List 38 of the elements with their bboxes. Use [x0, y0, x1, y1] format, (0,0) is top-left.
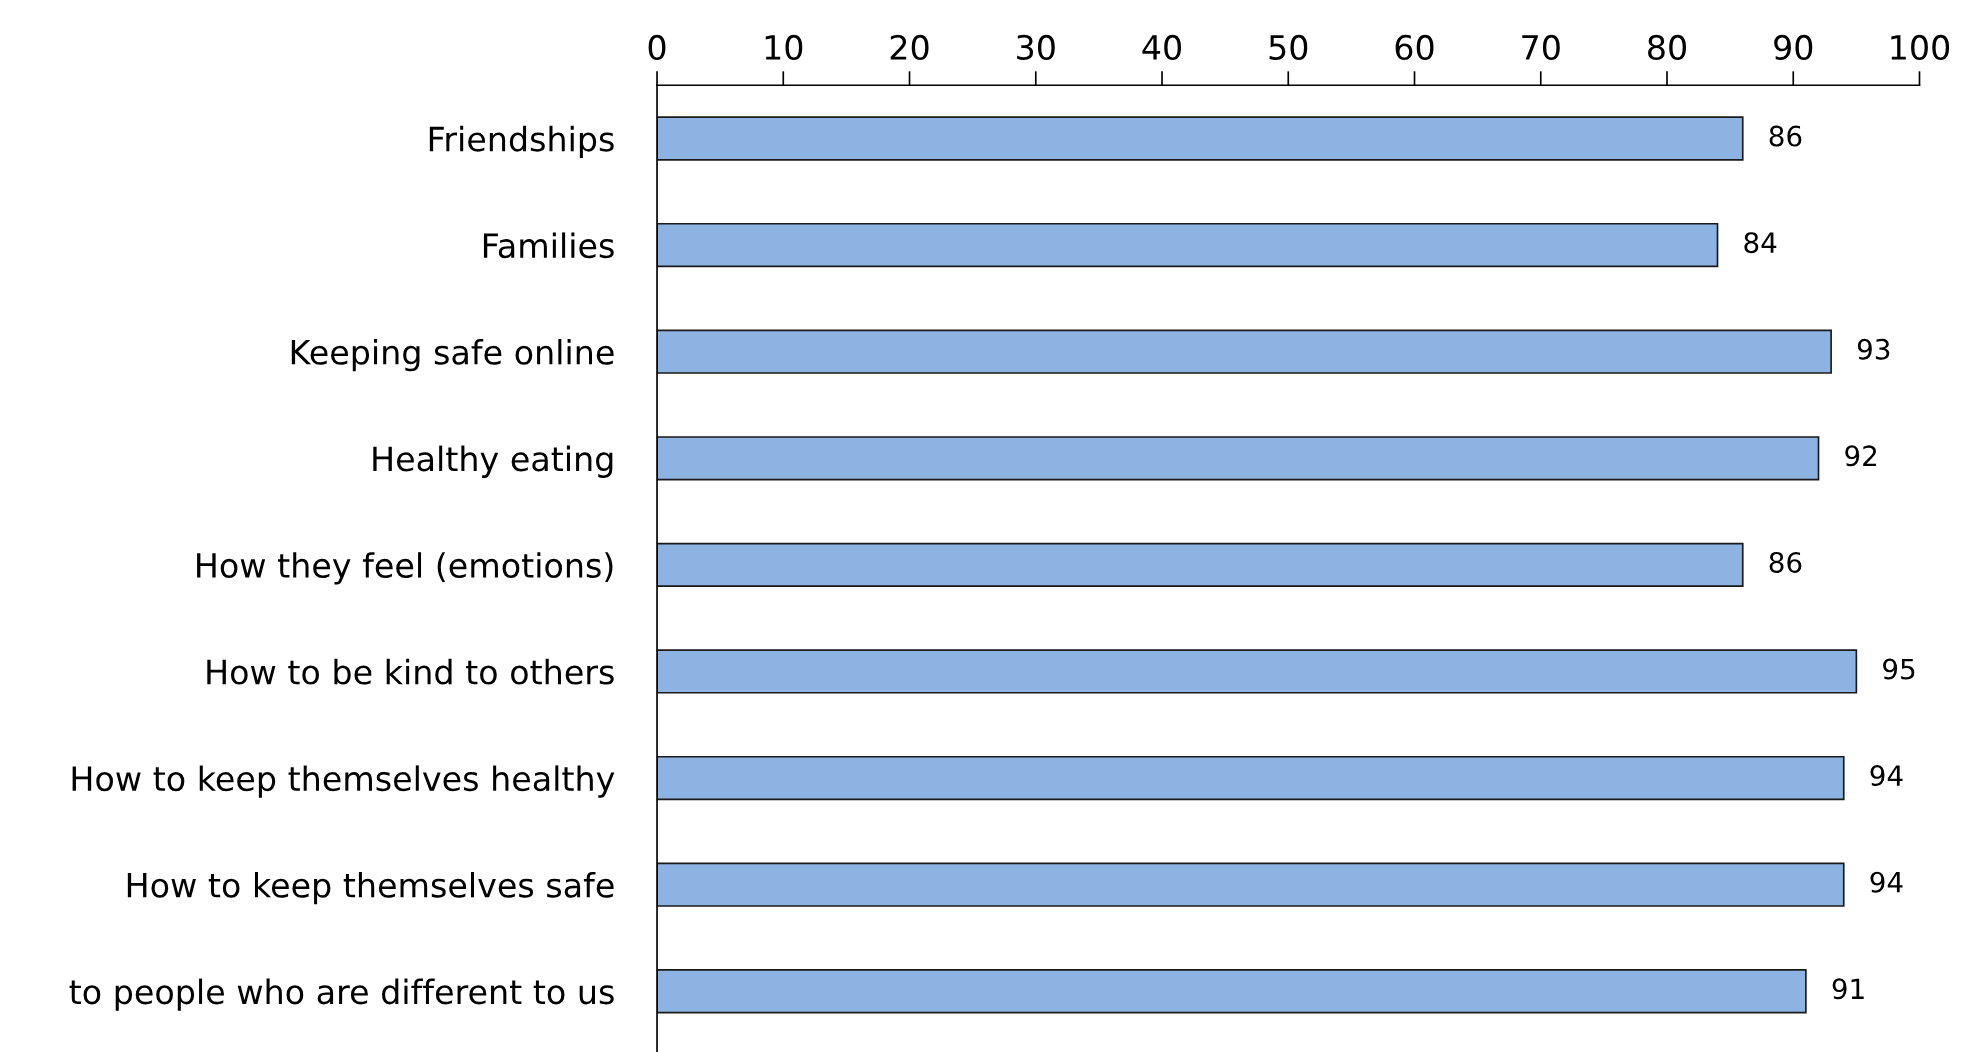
- x-tick-label: 10: [765, 34, 803, 60]
- bar: [657, 116, 1744, 161]
- x-tick-label: 0: [648, 34, 666, 60]
- y-tick-label: How to be kind to others: [207, 658, 614, 685]
- x-tick-label: 60: [1395, 34, 1434, 60]
- y-tick-label: Families: [483, 232, 614, 259]
- bar: [657, 222, 1719, 268]
- y-tick-label: to people who are different to us: [69, 978, 614, 1011]
- bar: [657, 542, 1744, 588]
- x-tick-label: 30: [1017, 34, 1055, 60]
- y-tick-label: How to keep themselves healthy: [72, 765, 615, 798]
- x-tick-label: 50: [1269, 34, 1308, 60]
- x-tick-label: 40: [1142, 34, 1182, 60]
- bar: [657, 862, 1845, 907]
- x-tick-label: 70: [1522, 34, 1560, 60]
- data-label: 91: [1832, 978, 1864, 1000]
- y-tick-label: Healthy eating: [373, 445, 613, 478]
- data-label: 94: [1870, 765, 1903, 787]
- data-label: 95: [1883, 658, 1915, 680]
- x-tick-label: 100: [1891, 34, 1950, 60]
- bar: [657, 969, 1807, 1014]
- y-tick-label: How they feel (emotions): [197, 552, 613, 585]
- x-tick-label: 80: [1648, 34, 1686, 60]
- data-label: 86: [1769, 125, 1802, 147]
- bar: [657, 755, 1845, 801]
- y-tick-label: Keeping safe online: [291, 339, 614, 372]
- data-label: 93: [1857, 338, 1890, 360]
- data-label: 84: [1744, 232, 1777, 254]
- x-tick-label: 90: [1774, 34, 1813, 60]
- data-label: 92: [1845, 445, 1877, 467]
- data-label: 94: [1870, 871, 1903, 893]
- bar: [657, 649, 1858, 694]
- y-tick-label: Friendships: [429, 125, 614, 159]
- y-tick-label: How to keep themselves safe: [127, 871, 614, 905]
- x-tick-label: 20: [890, 34, 929, 60]
- bar: [657, 329, 1832, 374]
- data-label: 86: [1769, 551, 1802, 573]
- bar: [657, 436, 1820, 481]
